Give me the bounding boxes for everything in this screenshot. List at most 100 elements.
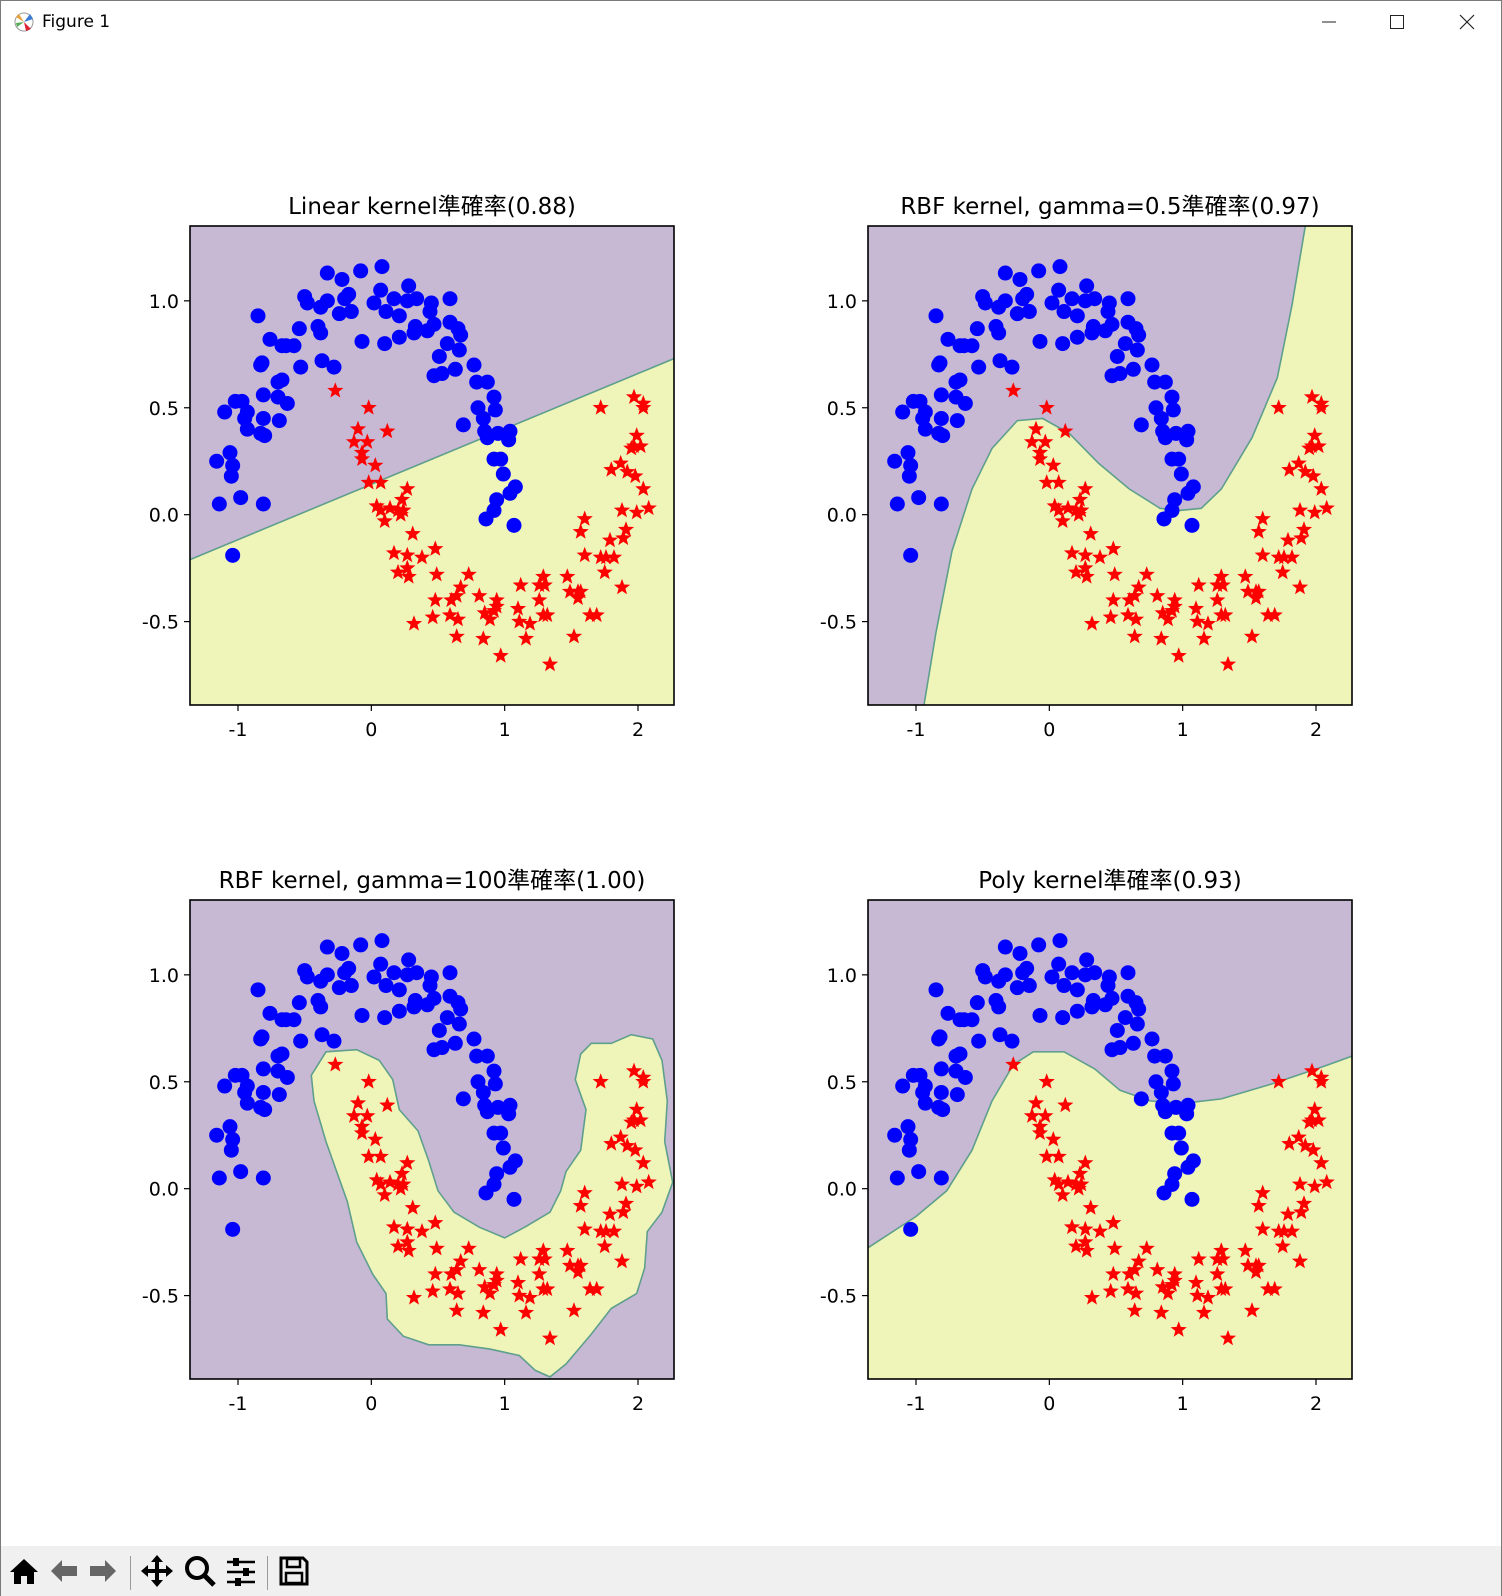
class1-point	[1274, 563, 1291, 580]
class0-point	[1109, 1022, 1125, 1038]
x-tick-label: 0	[365, 1393, 377, 1415]
close-button[interactable]	[1433, 1, 1501, 43]
class1-point	[628, 1178, 645, 1194]
class1-point	[565, 1302, 583, 1318]
class1-point	[399, 546, 416, 563]
class1-point	[367, 457, 384, 473]
class0-point	[222, 1119, 238, 1135]
y-tick-label: 0.0	[149, 505, 179, 527]
class1-point	[448, 1302, 465, 1318]
class0-point	[466, 357, 482, 373]
class0-point	[971, 359, 987, 375]
class0-point	[1133, 417, 1149, 433]
class1-point	[476, 604, 493, 620]
minimize-button[interactable]	[1295, 1, 1363, 43]
class0-point	[487, 402, 503, 418]
class0-point	[507, 1153, 523, 1169]
class1-point	[1153, 630, 1170, 646]
class1-point	[1077, 546, 1094, 563]
class1-point	[511, 613, 528, 629]
y-tick-label: 1.0	[149, 965, 179, 987]
class0-point	[992, 1027, 1008, 1043]
class1-point	[1126, 1302, 1143, 1318]
home-button[interactable]	[5, 1552, 43, 1590]
class0-point	[895, 1078, 911, 1094]
class0-point	[1120, 291, 1136, 307]
class1-point	[561, 1257, 579, 1273]
class0-point	[1184, 517, 1200, 533]
class0-point	[374, 933, 390, 949]
class0-point	[964, 338, 980, 354]
class0-point	[1069, 1003, 1085, 1019]
class0-point	[1165, 1076, 1181, 1092]
subplot-2: -1 0 1 2 -0.5 0.0 0.5 1.0 RBF kernel, gamma=0.5準…	[820, 194, 1353, 741]
class0-point	[1019, 286, 1035, 302]
class1-point	[581, 1280, 599, 1297]
class0-point	[453, 1001, 469, 1017]
class0-point	[254, 1029, 270, 1045]
class0-point	[971, 1033, 987, 1049]
class0-point	[291, 995, 307, 1011]
configure-subplots-button[interactable]	[222, 1552, 260, 1590]
class1-point	[404, 525, 421, 541]
class0-point	[378, 304, 394, 320]
class1-point	[427, 1214, 444, 1230]
class0-point	[223, 1142, 239, 1158]
class0-point	[217, 404, 233, 420]
save-icon	[279, 1556, 309, 1586]
class0-point	[903, 547, 919, 563]
class0-point	[901, 468, 917, 484]
y-tick-label: 1.0	[149, 291, 179, 313]
class1-region	[868, 1051, 1352, 1379]
class1-point	[1154, 604, 1171, 620]
forward-button[interactable]	[84, 1552, 122, 1590]
class1-point	[1254, 510, 1271, 526]
class1-point	[1163, 1276, 1181, 1292]
class0-point	[506, 517, 522, 533]
class1-point	[1106, 1240, 1123, 1256]
class1-point	[1063, 1218, 1081, 1235]
class0-point	[1129, 1016, 1145, 1032]
class1-point	[627, 467, 644, 484]
class0-point	[239, 1095, 255, 1111]
x-tick-label: -1	[907, 1393, 926, 1415]
class0-point	[442, 291, 458, 307]
class1-point	[1119, 1280, 1137, 1297]
class1-point	[1121, 1265, 1138, 1282]
class1-point	[448, 1261, 465, 1277]
class1-point	[559, 568, 576, 584]
class0-point	[447, 1035, 463, 1051]
class1-point	[452, 578, 469, 595]
class1-point	[1303, 437, 1321, 454]
class0-point	[293, 1033, 309, 1049]
class1-point	[1219, 1329, 1237, 1346]
class1-point	[441, 1280, 459, 1297]
maximize-button[interactable]	[1363, 1, 1431, 43]
class1-point	[1195, 1304, 1213, 1320]
class0-point	[928, 982, 944, 998]
class1-point	[1239, 1257, 1257, 1273]
class0-point	[969, 321, 985, 337]
class1-point	[512, 576, 529, 593]
class0-point	[506, 1191, 522, 1207]
class1-point	[1166, 1272, 1183, 1288]
save-button[interactable]	[275, 1552, 313, 1590]
markers	[887, 933, 1335, 1346]
class1-point	[576, 510, 593, 526]
decision-boundary	[310, 1033, 674, 1378]
class0-point	[293, 359, 309, 375]
class1-point	[1250, 1257, 1267, 1273]
class1-point	[612, 1128, 629, 1145]
class1-point	[635, 1069, 652, 1085]
zoom-button[interactable]	[181, 1552, 219, 1590]
class0-point	[933, 387, 949, 403]
back-button[interactable]	[45, 1552, 83, 1590]
class1-point	[572, 1257, 589, 1273]
pan-button[interactable]	[138, 1552, 176, 1590]
class0-point	[997, 293, 1013, 309]
class0-point	[378, 978, 394, 994]
class0-point	[1156, 511, 1172, 527]
class0-point	[257, 428, 273, 444]
class0-point	[442, 965, 458, 981]
